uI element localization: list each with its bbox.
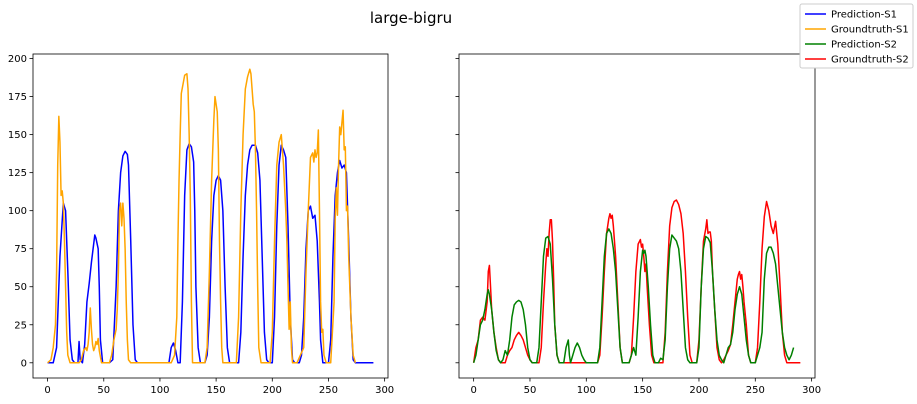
- legend-label-prediction-s1: Prediction-S1: [831, 10, 897, 21]
- figure-title: large-bigru: [370, 9, 452, 27]
- right-x-tick-label: 150: [633, 385, 652, 396]
- legend-entry: Prediction-S2: [805, 40, 897, 51]
- right-plot-frame: [458, 53, 816, 379]
- right-x-tick-label: 300: [802, 385, 821, 396]
- left-plot: 0 50 100 150 200 250 300 0 25 50 75 100 125 150 175 20…: [8, 53, 394, 396]
- series-line-prediction-s1: [47, 143, 374, 364]
- left-y-tick-label: 175: [8, 92, 27, 103]
- left-x-tick-label: 300: [375, 385, 394, 396]
- legend-box: [799, 3, 914, 69]
- right-x-tick-label: 200: [689, 385, 708, 396]
- left-y-tick-label: 50: [14, 282, 27, 293]
- left-x-tick-label: 100: [150, 385, 169, 396]
- left-y-tick-label: 100: [8, 206, 27, 217]
- left-y-tick-label: 150: [8, 130, 27, 141]
- left-y-tick-label: 75: [14, 244, 27, 255]
- left-y-tick-label: 200: [8, 54, 27, 65]
- right-x-tick-label: 100: [577, 385, 596, 396]
- legend-label-groundtruth-s2: Groundtruth-S2: [831, 55, 909, 66]
- legend: Prediction-S1 Groundtruth-S1 Prediction-…: [799, 3, 914, 69]
- legend-entry: Groundtruth-S2: [805, 55, 909, 66]
- legend-entry: Groundtruth-S1: [805, 25, 909, 36]
- left-x-tick-label: 50: [97, 385, 110, 396]
- right-x-tick-label: 0: [470, 385, 476, 396]
- right-plot: 0 50 100 150 200 250 300: [455, 53, 821, 396]
- series-line-groundtruth-s1: [47, 68, 357, 364]
- legend-label-prediction-s2: Prediction-S2: [831, 40, 897, 51]
- left-x-tick-label: 150: [207, 385, 226, 396]
- left-plot-frame: [32, 53, 389, 379]
- left-y-tick-label: 125: [8, 168, 27, 179]
- right-x-tick-label: 250: [746, 385, 765, 396]
- left-y-tick-label: 25: [14, 320, 27, 331]
- left-x-tick-label: 200: [263, 385, 282, 396]
- left-x-tick-label: 0: [44, 385, 50, 396]
- legend-label-groundtruth-s1: Groundtruth-S1: [831, 25, 909, 36]
- left-y-tick-label: 0: [21, 358, 27, 369]
- right-x-tick-label: 50: [524, 385, 537, 396]
- left-x-tick-label: 250: [319, 385, 338, 396]
- series-line-groundtruth-s2: [472, 199, 801, 364]
- legend-entry: Prediction-S1: [805, 10, 897, 21]
- series-line-prediction-s2: [472, 228, 795, 364]
